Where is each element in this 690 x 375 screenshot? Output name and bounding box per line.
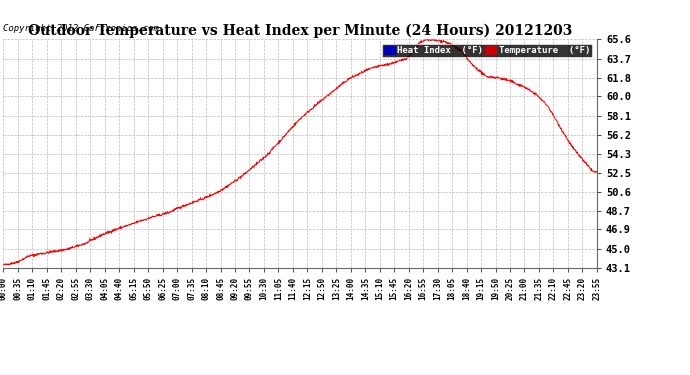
Title: Outdoor Temperature vs Heat Index per Minute (24 Hours) 20121203: Outdoor Temperature vs Heat Index per Mi… bbox=[28, 24, 572, 38]
Text: Copyright 2012 Cartronics.com: Copyright 2012 Cartronics.com bbox=[3, 24, 159, 33]
Legend: Heat Index  (°F), Temperature  (°F): Heat Index (°F), Temperature (°F) bbox=[382, 44, 592, 57]
